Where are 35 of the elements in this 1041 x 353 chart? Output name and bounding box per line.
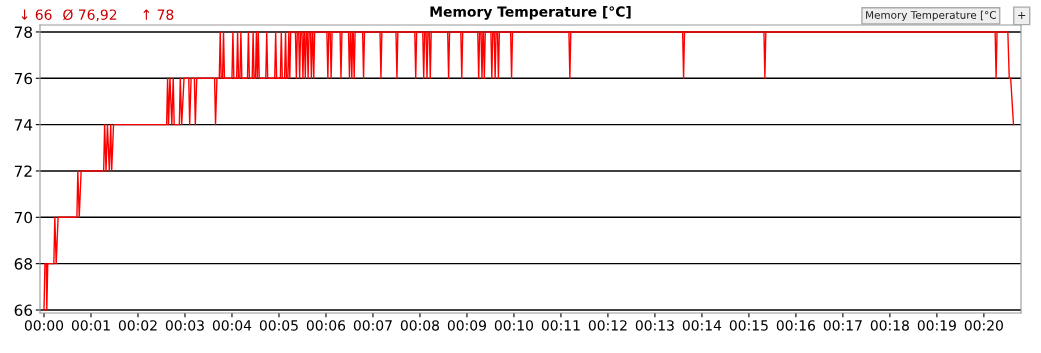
y-tick-label: 76 bbox=[14, 72, 33, 85]
x-tick-label: 00:04 bbox=[212, 320, 252, 331]
y-tick-label: 66 bbox=[14, 304, 33, 317]
x-tick-label: 00:10 bbox=[494, 320, 534, 331]
x-tick-label: 00:20 bbox=[964, 320, 1003, 331]
x-tick-label: 00:01 bbox=[71, 320, 110, 331]
x-tick-label: 00:00 bbox=[24, 320, 64, 331]
x-tick-label: 00:06 bbox=[306, 320, 346, 331]
chart-title: Memory Temperature [°C] bbox=[430, 6, 631, 20]
x-tick-label: 00:07 bbox=[353, 320, 392, 331]
text: ↓ 66 bbox=[21, 9, 52, 20]
y-tick-label: 68 bbox=[14, 258, 33, 270]
text: Ø 76,92 bbox=[63, 9, 117, 22]
y-tick-label: 74 bbox=[14, 119, 33, 131]
x-tick-label: 00:09 bbox=[447, 320, 486, 331]
text: ↑ 78 bbox=[143, 9, 174, 20]
text: + bbox=[1018, 11, 1026, 19]
x-tick-label: 00:13 bbox=[635, 320, 674, 331]
y-tick-label: 72 bbox=[14, 165, 32, 177]
y-tick-label: 78 bbox=[14, 26, 33, 38]
line-series bbox=[43, 31, 1015, 311]
x-tick-label: 00:17 bbox=[823, 320, 862, 331]
x-tick-label: 00:18 bbox=[870, 320, 909, 331]
x-tick-label: 00:11 bbox=[541, 320, 580, 331]
text: Memory Temperature [°C bbox=[866, 10, 997, 21]
x-tick-label: 00:08 bbox=[400, 320, 440, 331]
x-tick-label: 00:16 bbox=[776, 320, 816, 331]
x-tick-label: 00:02 bbox=[118, 320, 157, 331]
x-tick-label: 00:12 bbox=[588, 320, 627, 331]
x-tick-label: 00:15 bbox=[729, 320, 768, 331]
x-tick-label: 00:03 bbox=[165, 320, 204, 331]
x-tick-label: 00:05 bbox=[259, 320, 298, 331]
x-tick-label: 00:14 bbox=[682, 320, 722, 331]
y-tick-label: 70 bbox=[14, 211, 33, 224]
x-tick-label: 00:19 bbox=[917, 320, 956, 331]
